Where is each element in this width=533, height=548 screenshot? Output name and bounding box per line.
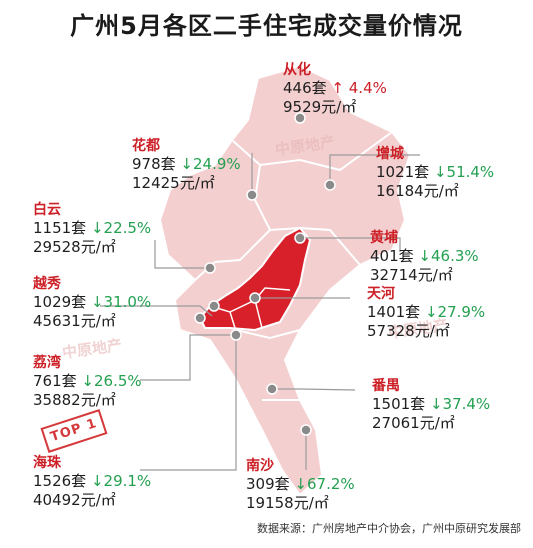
leader-lines — [100, 153, 420, 471]
change-rate: ↓51.4% — [433, 163, 495, 181]
deal-count: 1029套 — [33, 293, 87, 311]
change-rate: ↓27.9% — [424, 303, 486, 321]
deal-count: 1401套 — [367, 303, 421, 321]
change-rate: ↓29.1% — [90, 472, 152, 490]
change-rate: ↓46.3% — [418, 247, 479, 265]
pin-conghua — [294, 112, 306, 124]
pin-huadu — [246, 189, 258, 201]
deal-count: 761套 — [33, 372, 77, 390]
change-rate: ↓26.5% — [81, 372, 142, 390]
avg-price: 57328元/㎡ — [367, 322, 450, 340]
district-huangpu: 黄埔 401套 ↓46.3% 32714元/㎡ — [370, 230, 479, 285]
avg-price: 32714元/㎡ — [370, 266, 453, 284]
pin-zengcheng — [324, 179, 336, 191]
district-name: 荔湾 — [33, 355, 61, 371]
district-baiyun: 白云 1151套 ↓22.5% 29528元/㎡ — [33, 202, 151, 257]
avg-price: 29528元/㎡ — [33, 238, 116, 256]
district-name: 增城 — [376, 146, 404, 162]
avg-price: 45631元/㎡ — [33, 312, 116, 330]
change-rate: ↓31.0% — [90, 293, 152, 311]
district-name: 海珠 — [33, 455, 61, 471]
district-boundary — [231, 131, 393, 172]
district-name: 花都 — [132, 138, 160, 154]
district-panyu: 番禺 1501套 ↓37.4% 27061元/㎡ — [372, 378, 490, 433]
avg-price: 16184元/㎡ — [376, 182, 459, 200]
pin-haizhu — [230, 329, 242, 341]
avg-price: 40492元/㎡ — [33, 491, 116, 509]
district-liwan: 荔湾 761套 ↓26.5% 35882元/㎡ — [33, 355, 142, 410]
district-name: 黄埔 — [370, 230, 398, 246]
district-zengcheng: 增城 1021套 ↓51.4% 16184元/㎡ — [376, 146, 494, 201]
district-nansha: 南沙 309套 ↓67.2% 19158元/㎡ — [246, 458, 355, 513]
district-boundary — [235, 329, 301, 340]
district-name: 南沙 — [246, 458, 274, 474]
avg-price: 35882元/㎡ — [33, 391, 116, 409]
avg-price: 19158元/㎡ — [246, 494, 329, 512]
deal-count: 401套 — [370, 247, 414, 265]
avg-price: 9529元/㎡ — [283, 98, 357, 116]
deal-count: 1501套 — [372, 395, 426, 413]
change-rate: ↑ 4.4% — [331, 79, 387, 97]
location-pins — [194, 112, 336, 436]
deal-count: 1151套 — [33, 219, 87, 237]
district-yuexiu: 越秀 1029套 ↓31.0% 45631元/㎡ — [33, 276, 151, 331]
change-rate: ↓24.9% — [180, 155, 241, 173]
district-name: 越秀 — [33, 276, 61, 292]
avg-price: 12425元/㎡ — [132, 174, 215, 192]
district-name: 白云 — [33, 202, 61, 218]
pin-panyu — [266, 383, 278, 395]
district-boundary — [229, 311, 236, 329]
district-conghua: 从化 446套 ↑ 4.4% 9529元/㎡ — [283, 62, 387, 117]
district-boundary — [254, 299, 263, 329]
pin-baiyun — [204, 262, 216, 274]
pin-tianhe — [249, 292, 261, 304]
district-haizhu: 海珠 1526套 ↓29.1% 40492元/㎡ — [33, 455, 151, 510]
pin-huangpu — [294, 232, 306, 244]
district-name: 番禺 — [372, 378, 400, 394]
deal-count: 978套 — [132, 155, 176, 173]
change-rate: ↓37.4% — [429, 395, 491, 413]
district-name: 天河 — [367, 286, 395, 302]
avg-price: 27061元/㎡ — [372, 414, 455, 432]
page-title: 广州5月各区二手住宅成交量价情况 — [70, 12, 463, 40]
deal-count: 446套 — [283, 79, 327, 97]
change-rate: ↓22.5% — [90, 219, 152, 237]
change-rate: ↓67.2% — [294, 475, 355, 493]
district-huadu: 花都 978套 ↓24.9% 12425元/㎡ — [132, 138, 241, 193]
deal-count: 1526套 — [33, 472, 87, 490]
pin-liwan — [194, 312, 206, 324]
district-tianhe: 天河 1401套 ↓27.9% 57328元/㎡ — [367, 286, 485, 341]
data-source-note: 数据来源：广州房地产中介协会，广州中原研究发展部 — [257, 522, 521, 535]
district-name: 从化 — [283, 62, 311, 78]
deal-count: 1021套 — [376, 163, 430, 181]
pin-nansha — [300, 424, 312, 436]
deal-count: 309套 — [246, 475, 290, 493]
pin-yuexiu — [208, 300, 220, 312]
